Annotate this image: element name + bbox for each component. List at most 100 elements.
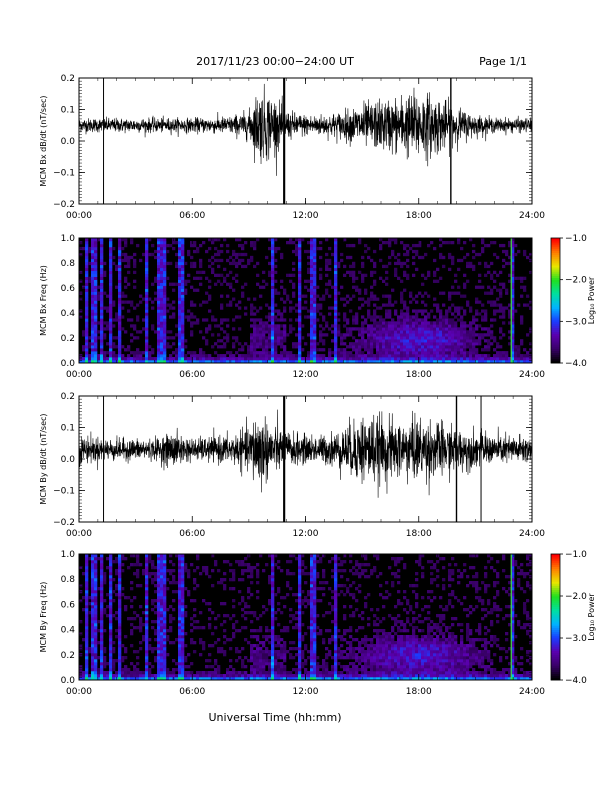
colorbar-label: Log₁₀ Power [587, 593, 596, 641]
colorbar-swatch [551, 248, 560, 251]
colorbar-swatch [551, 629, 560, 633]
y-tick-label: 0.0 [61, 137, 76, 147]
colorbar-swatch [551, 635, 560, 639]
colorbar-swatch [551, 350, 560, 353]
colorbar-swatch [551, 638, 560, 641]
colorbar-swatch [551, 348, 560, 351]
colorbar-swatch [551, 558, 560, 561]
colorbar-swatch [551, 321, 560, 324]
colorbar-swatch [551, 298, 560, 301]
colorbar-swatch [551, 277, 560, 281]
colorbar-swatch [551, 240, 560, 243]
x-tick-label: 12:00 [293, 370, 319, 380]
colorbar-swatch [551, 273, 560, 276]
x-tick-label: 18:00 [406, 687, 432, 697]
y-tick-label: −0.2 [53, 518, 75, 528]
colorbar-swatch [551, 654, 560, 658]
colorbar-swatch [551, 304, 560, 308]
colorbar-swatch [551, 323, 560, 326]
y-tick-label: 1.0 [61, 234, 76, 244]
y-tick-label: 1.0 [61, 550, 76, 560]
colorbar-swatch [551, 292, 560, 295]
colorbar-swatch [551, 562, 560, 565]
colorbar-swatch [551, 606, 560, 609]
colorbar-swatch [551, 593, 560, 597]
colorbar-swatch [551, 642, 560, 645]
colorbar-swatch [551, 644, 560, 647]
colorbar-swatch [551, 663, 560, 666]
colorbar-swatch [551, 275, 560, 278]
colorbar-swatch [551, 358, 560, 362]
colorbar-swatch [551, 556, 560, 559]
y-axis-label: MCM Bx dB/dt (nT/sec) [39, 95, 48, 186]
x-tick-label: 00:00 [66, 211, 92, 221]
x-tick-label: 06:00 [179, 211, 205, 221]
colorbar-swatch [551, 269, 560, 272]
x-axis-label: Universal Time (hh:mm) [209, 711, 342, 724]
x-tick-label: 18:00 [406, 211, 432, 221]
colorbar-swatch [551, 577, 560, 580]
colorbar-swatch [551, 650, 560, 654]
colorbar-swatch [551, 585, 560, 588]
colorbar-swatch [551, 604, 560, 607]
x-tick-label: 24:00 [519, 370, 545, 380]
colorbar-swatch [551, 246, 560, 249]
colorbar-swatch [551, 602, 560, 605]
colorbar-swatch [551, 296, 560, 299]
colorbar-swatch [551, 600, 560, 603]
bx-waveform-panel: 0.2 0.1 0.0 −0.1 −0.200:00 06:00 12:00 18:00 24:… [39, 74, 545, 221]
x-tick-label: 12:00 [293, 529, 319, 539]
y-tick-label: 0.8 [61, 259, 76, 269]
colorbar-swatch [551, 267, 560, 270]
y-tick-label: 0.2 [61, 74, 75, 84]
colorbar-swatch [551, 621, 560, 624]
plot-frame [78, 77, 533, 205]
y-tick-label: 0.2 [61, 651, 75, 661]
colorbar-swatch [551, 623, 560, 626]
colorbar-swatch [551, 640, 560, 643]
y-tick-label: 0.1 [61, 106, 75, 116]
colorbar-swatch [551, 564, 560, 567]
y-tick-label: 0.4 [61, 626, 76, 636]
y-tick-label: 0.1 [61, 424, 75, 434]
colorbar-swatch [551, 360, 560, 364]
y-axis-label: MCM Bx Freq (Hz) [39, 265, 48, 336]
colorbar-swatch [551, 344, 560, 347]
colorbar-swatch [551, 566, 560, 570]
colorbar-swatch [551, 554, 560, 557]
colorbar-swatch [551, 646, 560, 649]
colorbar-swatch [551, 619, 560, 622]
colorbar-swatch [551, 258, 560, 262]
y-tick-label: 0.2 [61, 334, 75, 344]
colorbar-swatch [551, 302, 560, 306]
y-axis-label: MCM By Freq (Hz) [39, 582, 48, 653]
colorbar-swatch [551, 589, 560, 593]
x-tick-label: 24:00 [519, 687, 545, 697]
colorbar-tick-label: −4.0 [565, 676, 587, 686]
colorbar-swatch [551, 560, 560, 563]
colorbar-swatch [551, 252, 560, 256]
colorbar-swatch [551, 671, 560, 675]
colorbar-swatch [551, 346, 560, 349]
colorbar-swatch [551, 583, 560, 586]
colorbar-swatch [551, 256, 560, 260]
x-tick-label: 00:00 [66, 370, 92, 380]
colorbar-swatch [551, 661, 560, 664]
colorbar-swatch [551, 244, 560, 247]
x-tick-label: 06:00 [179, 529, 205, 539]
colorbar-swatch [551, 656, 560, 660]
page-indicator: Page 1/1 [479, 55, 527, 68]
y-tick-label: 0.4 [61, 309, 76, 319]
colorbar-swatch [551, 265, 560, 268]
colorbar-swatch [551, 648, 560, 651]
colorbar-swatch [551, 340, 560, 343]
colorbar-tick-label: −3.0 [565, 317, 587, 327]
y-tick-label: 0.0 [61, 455, 76, 465]
colorbar-swatch [551, 352, 560, 356]
colorbar-swatch [551, 631, 560, 635]
colorbar-swatch [551, 659, 560, 662]
colorbar-swatch [551, 285, 560, 289]
y-tick-label: 0.0 [61, 676, 76, 686]
by-waveform-panel: 0.2 0.1 0.0 −0.1 −0.200:00 06:00 12:00 18:00 24:… [39, 392, 545, 539]
colorbar-swatch [551, 279, 560, 283]
